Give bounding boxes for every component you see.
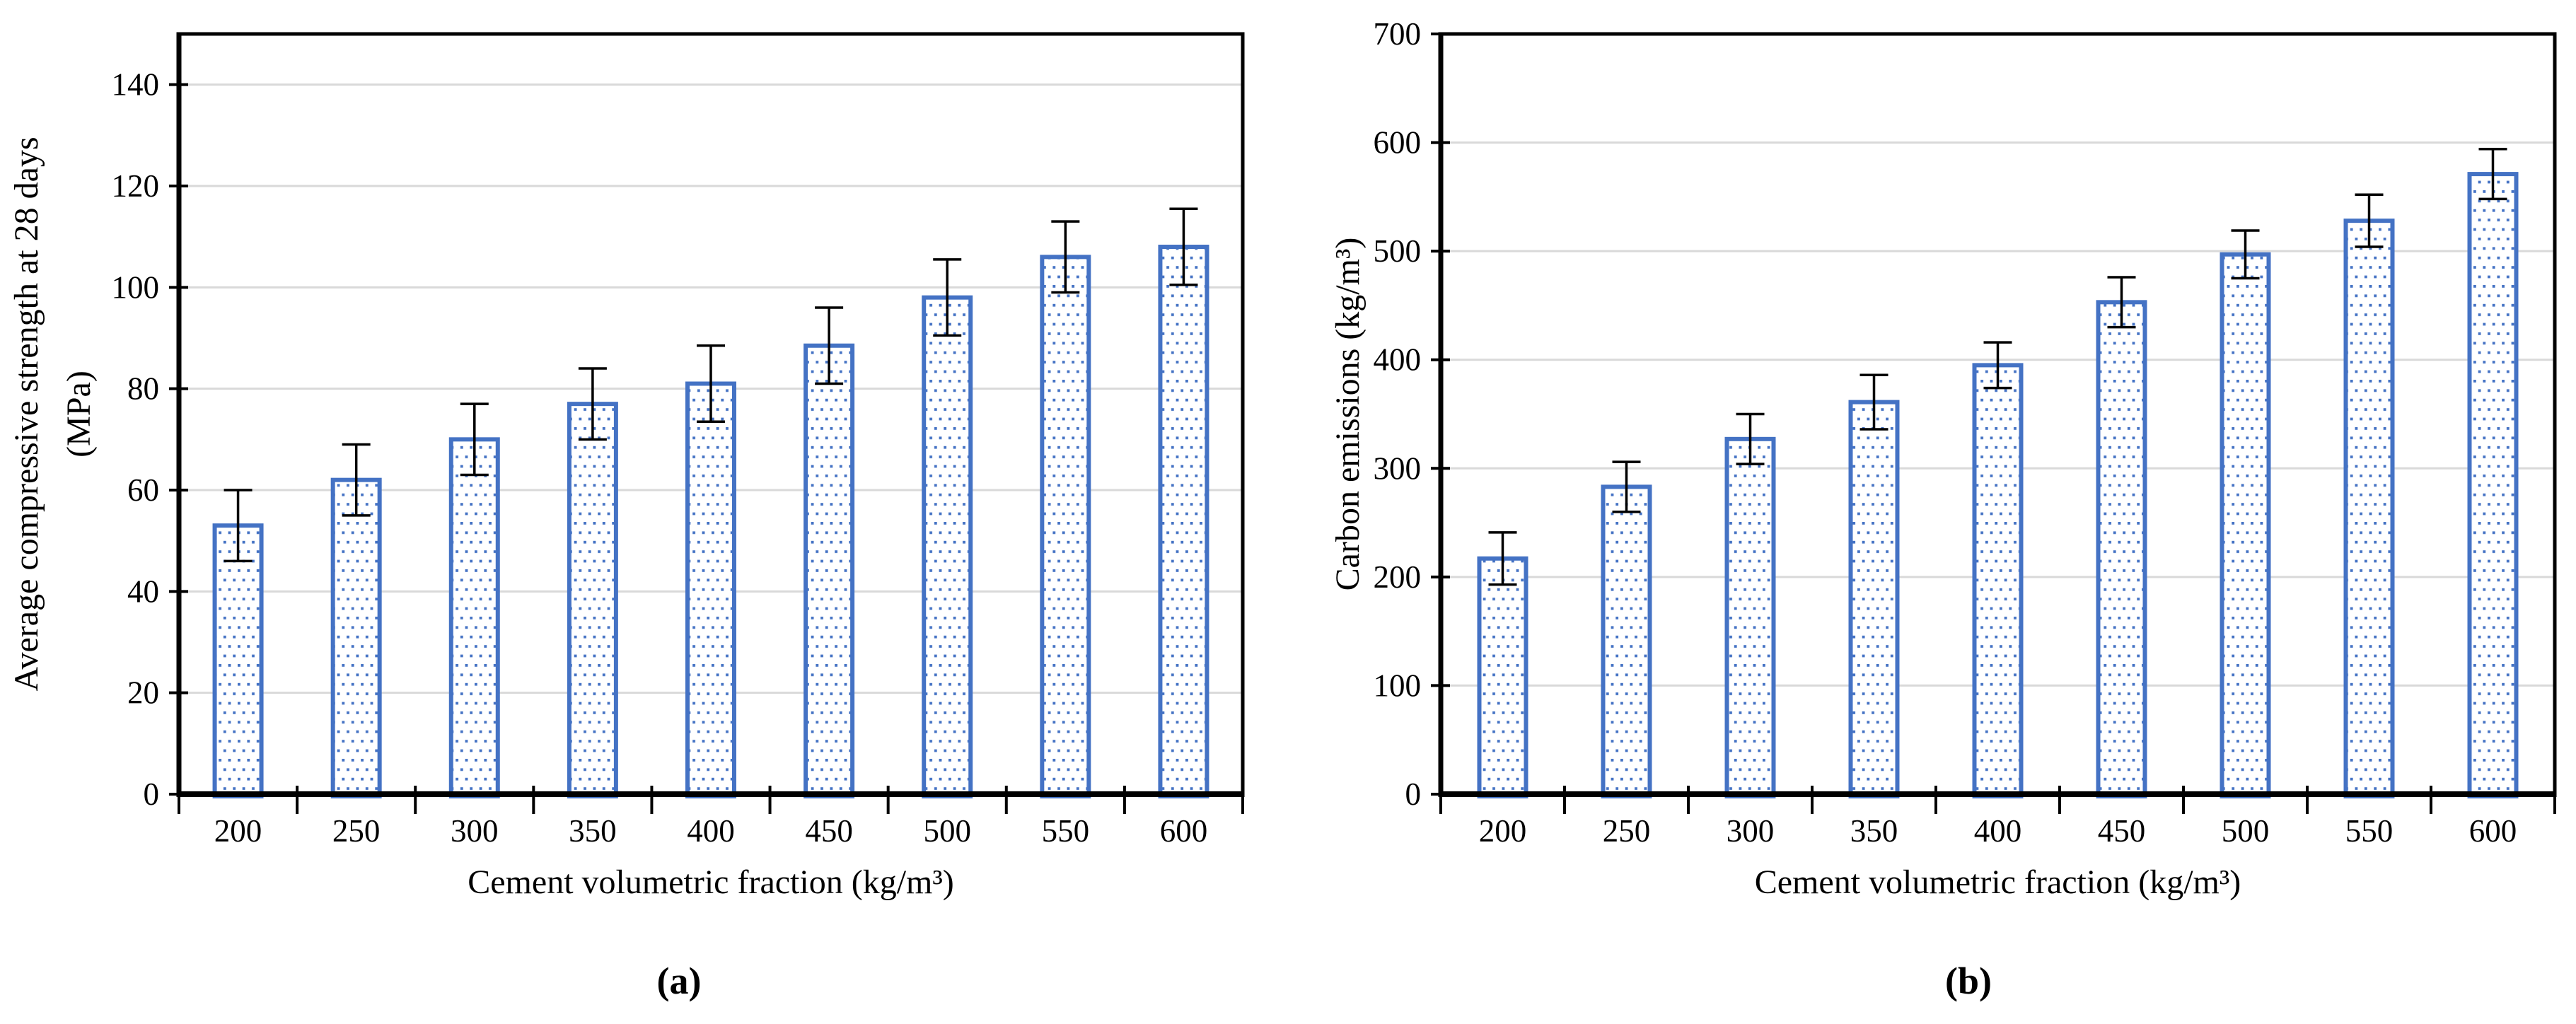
x-tick-label: 250 bbox=[1603, 813, 1651, 849]
bar-450 bbox=[803, 343, 855, 798]
y-tick-label: 200 bbox=[1374, 559, 1422, 595]
bar-500 bbox=[2220, 252, 2271, 798]
y-tick-label: 0 bbox=[1405, 776, 1422, 812]
bar-600 bbox=[2467, 172, 2519, 799]
y-tick-label: 60 bbox=[127, 472, 159, 508]
y-tick-label: 20 bbox=[127, 675, 159, 711]
y-axis-title: (MPa) bbox=[60, 371, 98, 458]
bar-chart-b: 0 100 200 300 400 500 600 700 200 250 300 350 400 450… bbox=[1329, 16, 2557, 901]
bar-200 bbox=[1477, 556, 1528, 798]
x-tick-label: 200 bbox=[1479, 813, 1527, 849]
caption-a: (a) bbox=[656, 960, 702, 1002]
y-tick-label: 100 bbox=[1374, 668, 1422, 703]
y-axis-title: Average compressive strength at 28 days bbox=[8, 136, 45, 691]
bar-chart-a: 0 20 40 60 80 100 120 140 200 250 300 350 400 450 500 5… bbox=[8, 32, 1245, 901]
x-tick-label: 350 bbox=[1850, 813, 1898, 849]
bar-450 bbox=[2096, 300, 2147, 799]
bar-300 bbox=[1724, 436, 1776, 798]
x-tick-label: 350 bbox=[569, 813, 617, 849]
x-tick-label: 550 bbox=[1042, 813, 1090, 849]
x-axis-title: Cement volumetric fraction (kg/m³) bbox=[1755, 863, 2241, 901]
bar-300 bbox=[448, 437, 500, 798]
x-tick-label: 600 bbox=[1160, 813, 1208, 849]
y-tick-label: 700 bbox=[1374, 16, 1422, 52]
y-tick-label: 80 bbox=[127, 371, 159, 407]
x-tick-label: 500 bbox=[2222, 813, 2270, 849]
bar-350 bbox=[567, 402, 618, 798]
bar-550 bbox=[1040, 255, 1091, 799]
caption-b: (b) bbox=[1945, 960, 1992, 1002]
y-tick-label: 600 bbox=[1374, 125, 1422, 161]
x-tick-label: 600 bbox=[2469, 813, 2517, 849]
y-tick-label: 40 bbox=[127, 574, 159, 609]
y-tick-label: 500 bbox=[1374, 233, 1422, 269]
x-tick-label: 300 bbox=[1727, 813, 1775, 849]
y-tick-label: 0 bbox=[144, 776, 160, 812]
y-tick-label: 120 bbox=[112, 168, 160, 204]
x-tick-label: 500 bbox=[923, 813, 971, 849]
bar-550 bbox=[2343, 219, 2395, 798]
x-tick-label: 550 bbox=[2345, 813, 2394, 849]
bar-500 bbox=[922, 295, 973, 798]
bar-600 bbox=[1158, 245, 1209, 798]
x-tick-label: 200 bbox=[214, 813, 262, 849]
y-tick-label: 140 bbox=[112, 67, 160, 103]
bar-350 bbox=[1848, 400, 1900, 798]
y-axis-title: Carbon emissions (kg/m³) bbox=[1329, 238, 1367, 591]
chart-panel-a: 0 20 40 60 80 100 120 140 200 250 300 350 400 450 500 5… bbox=[8, 32, 1245, 1002]
x-tick-label: 450 bbox=[805, 813, 853, 849]
x-tick-label: 300 bbox=[451, 813, 499, 849]
chart-panel-b: 0 100 200 300 400 500 600 700 200 250 300 350 400 450… bbox=[1288, 0, 2576, 1024]
bar-400 bbox=[1972, 363, 2024, 798]
x-tick-label: 400 bbox=[1974, 813, 2022, 849]
x-axis-title: Cement volumetric fraction (kg/m³) bbox=[468, 863, 954, 901]
y-tick-label: 300 bbox=[1374, 450, 1422, 486]
x-tick-label: 400 bbox=[687, 813, 735, 849]
bar-200 bbox=[212, 523, 264, 799]
x-tick-label: 450 bbox=[2098, 813, 2146, 849]
y-tick-label: 100 bbox=[112, 269, 160, 305]
y-tick-label: 400 bbox=[1374, 342, 1422, 378]
bar-400 bbox=[685, 381, 736, 798]
bar-250 bbox=[1601, 484, 1652, 799]
bar-250 bbox=[330, 477, 382, 799]
x-tick-label: 250 bbox=[332, 813, 381, 849]
